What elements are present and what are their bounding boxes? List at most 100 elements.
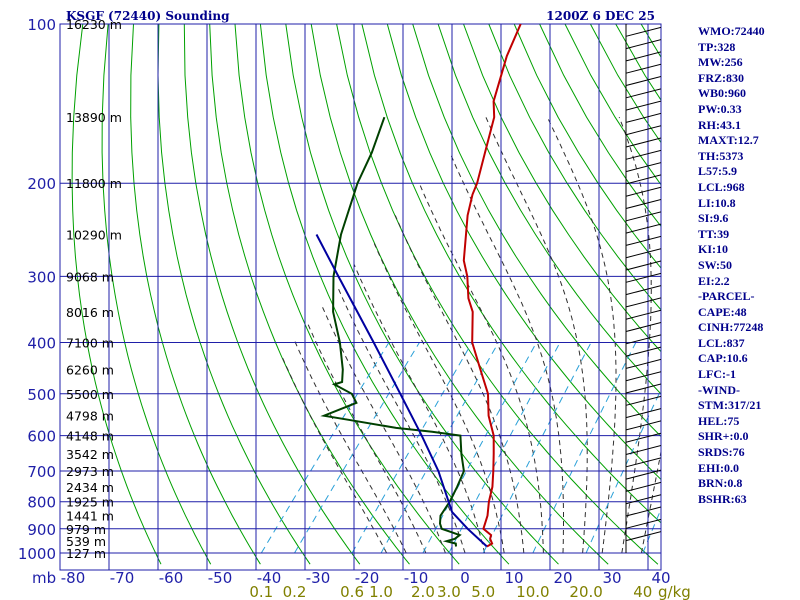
index-item: CAP:10.6	[698, 351, 748, 366]
wind-barb	[625, 137, 661, 148]
pressure-tick-label: 600	[27, 428, 56, 446]
height-label: 11800 m	[66, 176, 122, 191]
pressure-tick-label: 900	[27, 521, 56, 539]
index-item: KI:10	[698, 242, 728, 257]
wind-barb	[625, 174, 661, 185]
temperature-tick-label: -30	[306, 569, 331, 587]
pressure-unit-label: mb	[32, 569, 56, 587]
wind-barb	[625, 432, 661, 443]
mixing-ratio-tick-label: 1.0	[369, 583, 393, 600]
wind-barb	[625, 334, 661, 345]
temperature-tick-label: -70	[110, 569, 135, 587]
height-label: 3542 m	[66, 447, 114, 462]
dry-adiabat	[157, 24, 311, 565]
mixing-ratio-tick-label: 3.0	[437, 583, 461, 600]
moist-adiabat	[353, 264, 486, 554]
index-item: SW:50	[698, 257, 733, 272]
mixing-ratio-tick-label: 2.0	[411, 583, 435, 600]
height-label: 9068 m	[66, 269, 114, 284]
mixing-ratio-tick-label: 0.6	[340, 583, 364, 600]
height-label: 10290 m	[66, 228, 122, 243]
index-item: SRDS:76	[698, 445, 745, 460]
sounding-indices: WMO:72440 TP:328 MW:256 FRZ:830 WB0:960 PW:0.…	[698, 24, 798, 507]
wind-barbs	[625, 24, 661, 553]
temperature-tick-label: 30	[602, 569, 621, 587]
dry-adiabat	[310, 24, 609, 565]
wind-barb	[625, 494, 661, 505]
plot-frame	[59, 23, 662, 571]
wind-barb	[625, 358, 661, 369]
pressure-tick-label: 300	[27, 268, 56, 286]
adiabat-lines	[71, 24, 661, 565]
temperature-tick-label: -50	[208, 569, 233, 587]
wind-barb	[625, 63, 661, 74]
pressure-tick-label: 1000	[18, 545, 56, 563]
wind-barb	[625, 125, 661, 136]
index-item: SI:9.6	[698, 211, 729, 226]
temperature-tick-label: 10	[504, 569, 523, 587]
dry-adiabat	[437, 24, 661, 395]
moist-adiabat	[546, 116, 617, 554]
chart-title: KSGF (72440) Sounding	[66, 9, 230, 23]
index-item: MAXT:12.7	[698, 133, 759, 148]
temperature-line	[462, 24, 522, 548]
wind-barb	[625, 211, 661, 222]
wind-barb	[625, 445, 661, 456]
dry-adiabat	[71, 24, 162, 565]
index-item: LCL:968	[698, 179, 745, 194]
index-item: MW:256	[698, 55, 743, 70]
wind-barb	[625, 199, 661, 209]
moist-adiabat	[281, 356, 388, 554]
index-item: RH:43.1	[698, 117, 741, 132]
index-item: -WIND-	[698, 382, 740, 397]
wind-barb	[625, 297, 661, 308]
wind-barb	[625, 506, 661, 517]
wind-barb	[625, 395, 661, 406]
height-label: 4798 m	[66, 409, 114, 424]
wind-barb	[625, 248, 661, 259]
index-item: L57:5.9	[698, 164, 737, 179]
dry-adiabat	[336, 24, 659, 565]
height-label: 2973 m	[66, 464, 114, 479]
wind-barb	[625, 235, 661, 246]
mixing-ratio-tick-label: 10.0	[516, 583, 549, 600]
height-label: 1925 m	[66, 495, 114, 510]
wind-barb	[625, 469, 661, 480]
index-item: BRN:0.8	[698, 476, 743, 491]
wind-barb	[625, 371, 661, 382]
wind-barb	[625, 272, 661, 283]
dry-adiabat	[259, 24, 510, 565]
temperature-tick-label: -10	[404, 569, 429, 587]
wind-barb	[625, 518, 661, 529]
profile-lines	[315, 24, 522, 548]
index-item: FRZ:830	[698, 70, 744, 85]
temperature-tick-label: 0	[460, 569, 470, 587]
wind-barb	[625, 531, 661, 542]
index-item: LCL:837	[698, 335, 745, 350]
height-label: 16230 m	[66, 17, 122, 32]
dry-adiabat	[361, 24, 661, 524]
dry-adiabat	[209, 24, 410, 565]
temperature-tick-label: -20	[355, 569, 380, 587]
index-item: HEL:75	[698, 413, 740, 428]
temperature-tick-label: -80	[61, 569, 86, 587]
wind-barb	[625, 51, 661, 62]
height-label: 8016 m	[66, 305, 114, 320]
wind-barb	[625, 88, 661, 99]
mixing-ratio-tick-label: 40	[633, 583, 652, 600]
parcel-line	[315, 234, 488, 548]
height-label: 5500 m	[66, 387, 114, 402]
dry-adiabat	[463, 24, 661, 353]
dry-adiabat	[488, 24, 661, 311]
mixing-ratio-line	[532, 342, 637, 554]
pressure-tick-label: 800	[27, 494, 56, 512]
pressure-tick-label: 400	[27, 334, 56, 352]
dry-adiabat	[412, 24, 661, 438]
temperature-tick-label: -60	[159, 569, 184, 587]
wind-barb	[625, 457, 661, 468]
wind-barb	[625, 481, 661, 492]
height-label: 127 m	[66, 546, 106, 561]
wind-barb	[625, 100, 661, 111]
height-label: 13890 m	[66, 110, 122, 125]
